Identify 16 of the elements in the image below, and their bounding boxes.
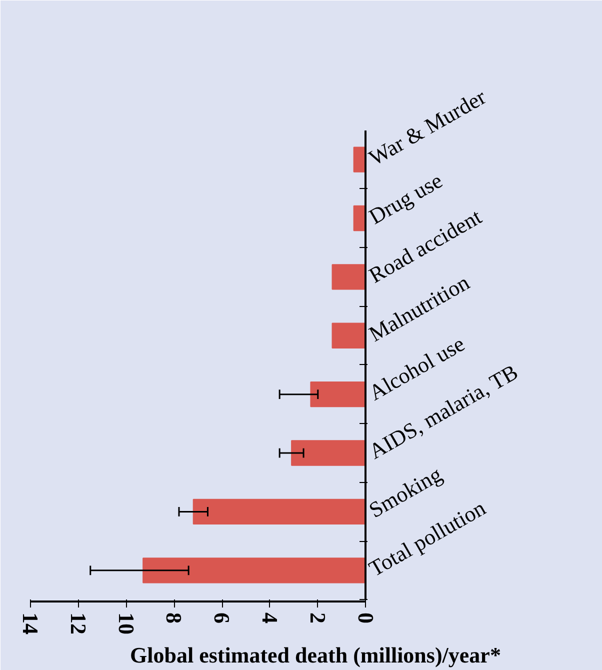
x-tick-label: 10 <box>114 612 139 634</box>
bar <box>291 440 366 466</box>
y-tick-label: Drug use <box>364 168 446 230</box>
bar <box>192 498 366 525</box>
x-tick-label: 0 <box>353 612 378 624</box>
x-tick-label: 12 <box>66 612 91 634</box>
x-tick-label: 6 <box>210 612 235 624</box>
x-tick-label: 14 <box>18 612 43 634</box>
x-tick-label: 4 <box>257 612 282 624</box>
bar <box>332 264 366 290</box>
bar <box>332 322 366 348</box>
x-tick-label: 2 <box>305 612 330 624</box>
bar <box>310 381 366 408</box>
x-tick-label: 8 <box>162 612 187 624</box>
bar <box>142 558 366 584</box>
x-axis-title: Global estimated death (millions)/year* <box>130 642 501 668</box>
